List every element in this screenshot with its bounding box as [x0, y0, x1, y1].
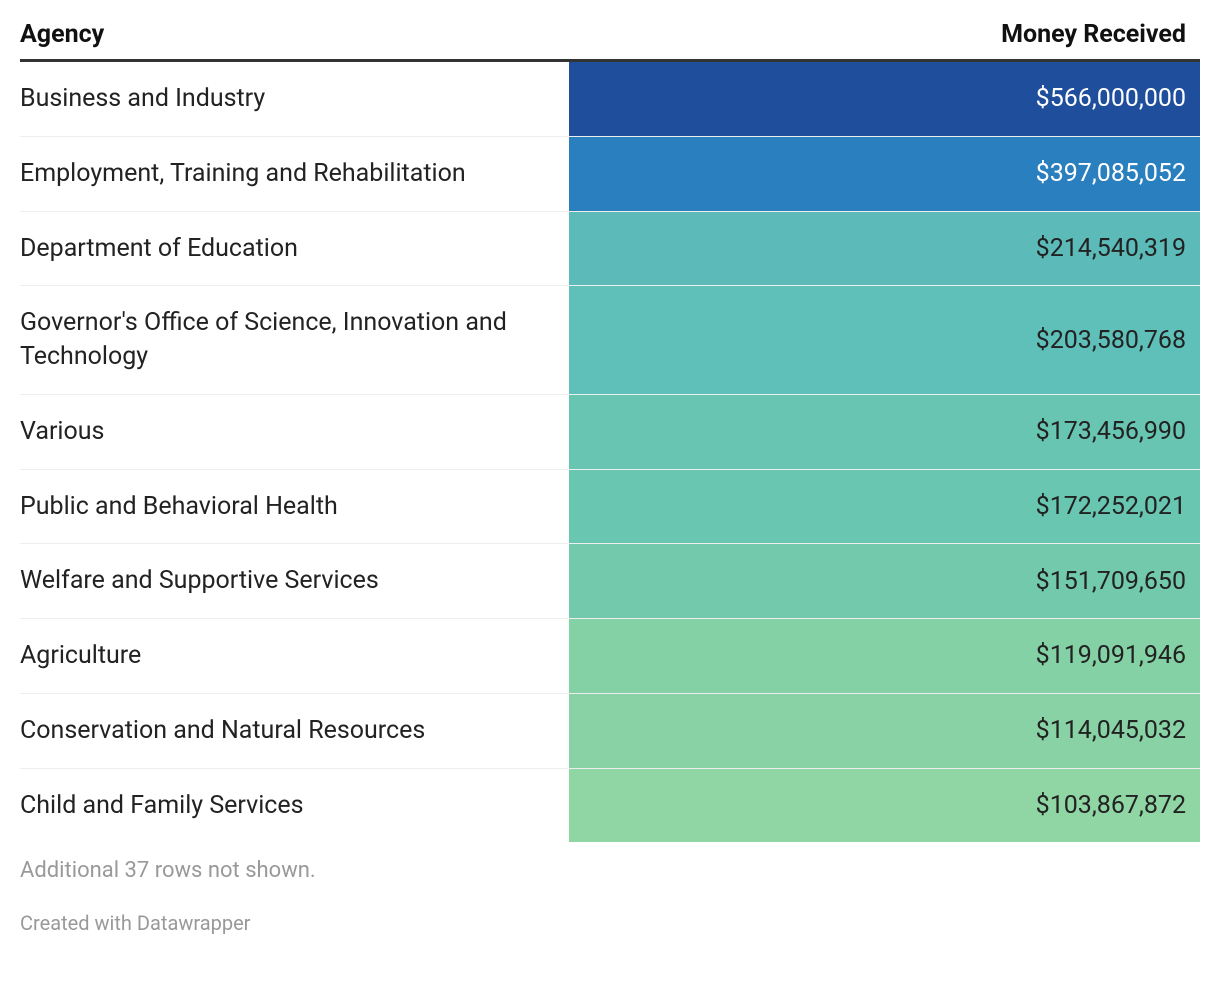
cell-agency: Business and Industry: [20, 62, 569, 136]
table-row: Various$173,456,990: [20, 395, 1200, 470]
cell-agency: Child and Family Services: [20, 769, 569, 843]
column-header-agency: Agency: [20, 20, 569, 49]
cell-money: $103,867,872: [569, 769, 1200, 843]
column-header-money: Money Received: [569, 20, 1200, 49]
table-row: Department of Education$214,540,319: [20, 212, 1200, 287]
cell-agency: Department of Education: [20, 212, 569, 286]
credit-line: Created with Datawrapper: [20, 911, 1200, 935]
cell-agency: Conservation and Natural Resources: [20, 694, 569, 768]
cell-agency: Various: [20, 395, 569, 469]
cell-agency: Welfare and Supportive Services: [20, 544, 569, 618]
cell-money: $114,045,032: [569, 694, 1200, 768]
cell-money: $173,456,990: [569, 395, 1200, 469]
table-header-row: Agency Money Received: [20, 20, 1200, 62]
cell-agency: Governor's Office of Science, Innovation…: [20, 286, 569, 394]
table-row: Business and Industry$566,000,000: [20, 62, 1200, 137]
table-body: Business and Industry$566,000,000Employm…: [20, 62, 1200, 842]
table-row: Child and Family Services$103,867,872: [20, 769, 1200, 843]
cell-money: $151,709,650: [569, 544, 1200, 618]
cell-agency: Employment, Training and Rehabilitation: [20, 137, 569, 211]
cell-money: $566,000,000: [569, 62, 1200, 136]
cell-money: $397,085,052: [569, 137, 1200, 211]
cell-money: $214,540,319: [569, 212, 1200, 286]
cell-money: $119,091,946: [569, 619, 1200, 693]
cell-money: $203,580,768: [569, 286, 1200, 394]
table-row: Agriculture$119,091,946: [20, 619, 1200, 694]
cell-money: $172,252,021: [569, 470, 1200, 544]
table-row: Governor's Office of Science, Innovation…: [20, 286, 1200, 395]
agency-money-table: Agency Money Received Business and Indus…: [20, 20, 1200, 935]
cell-agency: Agriculture: [20, 619, 569, 693]
additional-rows-note: Additional 37 rows not shown.: [20, 858, 1200, 883]
table-row: Welfare and Supportive Services$151,709,…: [20, 544, 1200, 619]
table-row: Public and Behavioral Health$172,252,021: [20, 470, 1200, 545]
table-row: Conservation and Natural Resources$114,0…: [20, 694, 1200, 769]
table-row: Employment, Training and Rehabilitation$…: [20, 137, 1200, 212]
cell-agency: Public and Behavioral Health: [20, 470, 569, 544]
